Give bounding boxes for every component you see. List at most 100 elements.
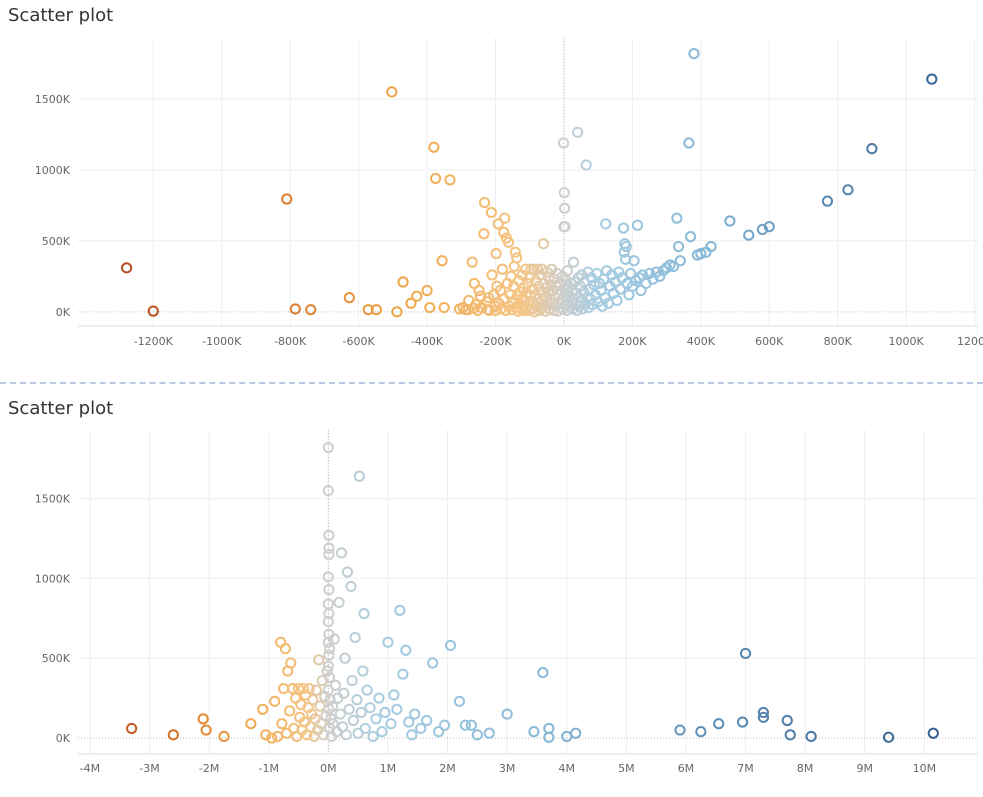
scatter-point[interactable] bbox=[421, 714, 433, 727]
scatter-point[interactable] bbox=[147, 305, 159, 317]
scatter-point[interactable] bbox=[382, 636, 394, 648]
scatter-point[interactable] bbox=[321, 665, 333, 677]
scatter-point[interactable] bbox=[315, 718, 327, 730]
scatter-point[interactable] bbox=[671, 212, 683, 224]
scatter-point[interactable] bbox=[470, 299, 482, 311]
scatter-point[interactable] bbox=[466, 256, 478, 268]
scatter-point[interactable] bbox=[310, 684, 323, 696]
scatter-point[interactable] bbox=[672, 240, 685, 253]
scatter-point[interactable] bbox=[478, 196, 491, 209]
scatter-point[interactable] bbox=[543, 731, 555, 743]
scatter-point[interactable] bbox=[289, 303, 301, 315]
scatter-point[interactable] bbox=[486, 269, 498, 281]
scatter-point[interactable] bbox=[340, 729, 352, 741]
scatter-point[interactable] bbox=[388, 689, 400, 701]
scatter-point[interactable] bbox=[323, 671, 336, 683]
scatter-point[interactable] bbox=[307, 694, 319, 706]
scatter-point[interactable] bbox=[600, 218, 612, 230]
scatter-point[interactable] bbox=[614, 283, 626, 295]
scatter-point[interactable] bbox=[391, 306, 403, 318]
scatter-point[interactable] bbox=[576, 269, 588, 281]
scatter-point[interactable] bbox=[347, 714, 359, 727]
scatter-point[interactable] bbox=[591, 267, 603, 280]
scatter-point[interactable] bbox=[257, 703, 269, 715]
scatter-point[interactable] bbox=[323, 584, 335, 596]
scatter-point[interactable] bbox=[286, 682, 299, 695]
scatter-point[interactable] bbox=[245, 718, 257, 730]
scatter-point[interactable] bbox=[329, 679, 342, 691]
scatter-point[interactable] bbox=[353, 470, 365, 482]
scatter-point[interactable] bbox=[323, 529, 335, 541]
scatter-point[interactable] bbox=[285, 657, 297, 669]
scatter-point[interactable] bbox=[643, 267, 656, 280]
scatter-point[interactable] bbox=[292, 682, 305, 695]
scatter-point[interactable] bbox=[120, 262, 133, 274]
scatter-point[interactable] bbox=[557, 137, 570, 149]
scatter-point[interactable] bbox=[537, 238, 549, 250]
scatter-point[interactable] bbox=[345, 580, 357, 593]
scatter-point[interactable] bbox=[654, 270, 666, 282]
scatter-point[interactable] bbox=[343, 292, 355, 304]
scatter-point[interactable] bbox=[724, 215, 736, 227]
scatter-point[interactable] bbox=[341, 566, 354, 578]
scatter-point[interactable] bbox=[620, 240, 632, 253]
scatter-point[interactable] bbox=[343, 703, 355, 715]
scatter-point[interactable] bbox=[499, 212, 511, 224]
scatter-point[interactable] bbox=[559, 202, 571, 214]
scatter-point[interactable] bbox=[370, 304, 383, 316]
scatter-point[interactable] bbox=[200, 724, 212, 736]
scatter-point[interactable] bbox=[391, 703, 403, 715]
scatter-point[interactable] bbox=[376, 726, 388, 738]
scatter-point[interactable] bbox=[537, 667, 549, 679]
scatter-point[interactable] bbox=[406, 729, 418, 741]
scatter-point[interactable] bbox=[385, 718, 397, 730]
scatter-point[interactable] bbox=[568, 293, 580, 305]
scatter-point[interactable] bbox=[218, 730, 230, 743]
scatter-point[interactable] bbox=[303, 682, 315, 695]
scatter-point[interactable] bbox=[866, 143, 878, 155]
scatter-point[interactable] bbox=[313, 654, 325, 666]
scatter-point[interactable] bbox=[695, 248, 707, 260]
scatter-point[interactable] bbox=[278, 682, 290, 695]
scatter-point[interactable] bbox=[367, 730, 379, 743]
scatter-point[interactable] bbox=[473, 284, 485, 297]
scatter-point[interactable] bbox=[483, 727, 495, 739]
scatter-point[interactable] bbox=[355, 706, 367, 719]
scatter-point[interactable] bbox=[317, 729, 330, 741]
scatter-point[interactable] bbox=[498, 226, 510, 238]
scatter-point[interactable] bbox=[713, 718, 725, 730]
scatter-point[interactable] bbox=[373, 692, 385, 704]
scatter-point[interactable] bbox=[421, 284, 433, 297]
scatter-point[interactable] bbox=[415, 722, 427, 735]
scatter-point[interactable] bbox=[335, 547, 348, 559]
scatter-point[interactable] bbox=[509, 246, 521, 258]
scatter-point[interactable] bbox=[695, 726, 707, 738]
scatter-point[interactable] bbox=[611, 294, 623, 307]
scatter-point[interactable] bbox=[291, 730, 303, 743]
scatter-point[interactable] bbox=[821, 195, 834, 207]
scatter-point[interactable] bbox=[281, 193, 293, 205]
scatter-point[interactable] bbox=[411, 290, 423, 302]
scatter-point[interactable] bbox=[361, 684, 373, 696]
scatter-point[interactable] bbox=[490, 248, 502, 260]
scatter-point[interactable] bbox=[558, 187, 570, 199]
scatter-point[interactable] bbox=[334, 708, 346, 720]
scatter-point[interactable] bbox=[438, 719, 451, 731]
scatter-point[interactable] bbox=[572, 126, 584, 138]
scatter-point[interactable] bbox=[126, 722, 138, 735]
scatter-point[interactable] bbox=[531, 263, 543, 275]
scatter-point[interactable] bbox=[289, 692, 302, 704]
scatter-point[interactable] bbox=[613, 266, 625, 278]
scatter-point[interactable] bbox=[533, 280, 545, 292]
scatter-point[interactable] bbox=[781, 714, 793, 727]
scatter-point[interactable] bbox=[625, 267, 637, 280]
scatter-point[interactable] bbox=[570, 727, 582, 739]
scatter-point[interactable] bbox=[459, 719, 472, 731]
scatter-point[interactable] bbox=[394, 604, 406, 616]
scatter-point[interactable] bbox=[626, 280, 638, 292]
scatter-point[interactable] bbox=[617, 222, 630, 234]
scatter-point[interactable] bbox=[370, 713, 382, 725]
scatter-point[interactable] bbox=[323, 649, 335, 661]
scatter-point[interactable] bbox=[684, 231, 697, 243]
scatter-point[interactable] bbox=[346, 674, 358, 687]
